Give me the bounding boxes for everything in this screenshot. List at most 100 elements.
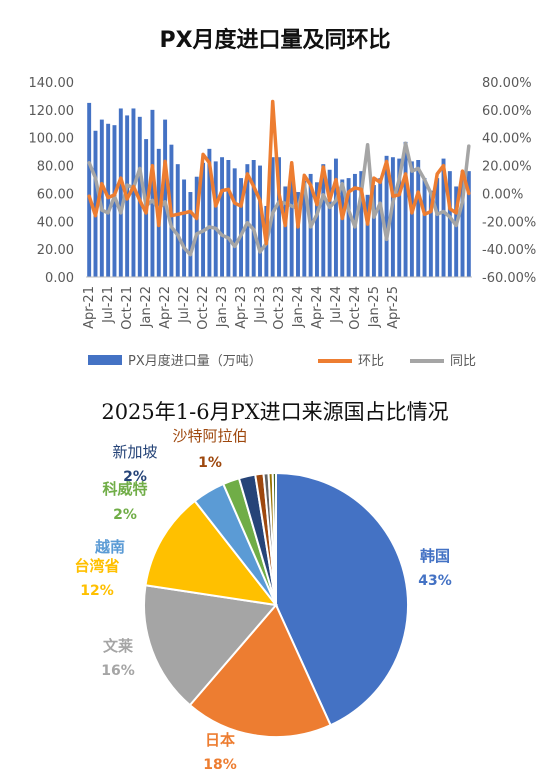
bar <box>435 178 440 277</box>
bar <box>99 119 104 277</box>
bar <box>454 186 459 277</box>
bar <box>188 192 193 277</box>
x-tick-label: Apr-24 <box>310 286 325 329</box>
bar <box>283 186 288 277</box>
pie-label: 日本 <box>205 731 235 749</box>
bar <box>182 179 187 277</box>
x-tick-label: Jul-23 <box>253 286 268 324</box>
pie-label: 沙特阿拉伯 <box>172 427 247 445</box>
pie-label: 韩国 <box>420 547 450 565</box>
bar <box>251 160 256 277</box>
x-tick-label: Jan-22 <box>139 286 154 328</box>
legend-label-bars: PX月度进口量（万吨） <box>128 353 262 369</box>
bar <box>416 160 421 277</box>
pie-slice <box>144 499 279 607</box>
bar <box>175 164 180 277</box>
x-tick-label: Jul-21 <box>101 286 116 324</box>
y-left-tick-label: 140.00 <box>29 76 75 91</box>
x-tick-label: Jul-22 <box>177 286 192 324</box>
x-tick-label: Apr-23 <box>234 286 249 329</box>
bar <box>220 157 225 277</box>
x-tick-label: Apr-22 <box>158 286 173 329</box>
bar <box>422 178 427 277</box>
bar <box>131 108 136 277</box>
y-left-tick-label: 120.00 <box>29 104 75 119</box>
bar <box>93 130 98 277</box>
y-left-tick-label: 20.00 <box>37 243 74 258</box>
pie-percent: 2% <box>113 507 137 523</box>
bar <box>346 178 351 277</box>
bar <box>201 162 206 277</box>
bar <box>207 148 212 277</box>
pie-label: 科威特 <box>102 480 147 498</box>
bar <box>296 192 300 277</box>
bar <box>441 158 446 277</box>
bar <box>239 178 243 277</box>
y-right-tick-label: -40.00% <box>482 243 536 258</box>
bar <box>277 157 281 277</box>
pie-label: 台湾省 <box>74 557 119 575</box>
y-right-tick-label: -60.00% <box>482 271 536 286</box>
pie-slice <box>188 603 332 739</box>
y-left-tick-label: 0.00 <box>45 271 74 286</box>
x-tick-label: Oct-23 <box>272 286 287 330</box>
pie-percent: 43% <box>418 573 452 589</box>
x-tick-label: Jul-24 <box>329 286 344 324</box>
legend-label-yoy: 同比 <box>450 354 476 369</box>
y-right-tick-label: 80.00% <box>482 76 532 91</box>
pie-percent: 12% <box>80 583 114 599</box>
y-right-tick-label: 40.00% <box>482 132 532 147</box>
bar <box>327 169 332 277</box>
y-left-tick-label: 80.00 <box>37 160 74 175</box>
bar <box>232 168 237 277</box>
pie-label: 越南 <box>94 538 125 556</box>
pie-percent: 2% <box>123 469 147 485</box>
pie-slice <box>275 471 410 727</box>
bar <box>150 109 155 277</box>
x-tick-label: Apr-21 <box>82 286 97 329</box>
bar <box>397 158 402 277</box>
bar <box>340 179 345 277</box>
pie-label: 文莱 <box>103 637 133 655</box>
pie-slice <box>143 584 278 707</box>
x-tick-label: Jan-24 <box>291 286 306 328</box>
bar <box>321 164 326 277</box>
bar <box>384 155 389 277</box>
bar <box>390 157 395 277</box>
y-right-tick-label: 60.00% <box>482 104 532 119</box>
pie-slice <box>271 471 277 606</box>
legend-swatch-bars <box>88 355 122 365</box>
x-tick-label: Oct-24 <box>348 286 363 330</box>
bar <box>118 108 123 277</box>
bar <box>447 171 452 277</box>
bar <box>302 180 307 277</box>
bar <box>213 161 218 277</box>
bar <box>403 141 408 277</box>
x-tick-label: Oct-22 <box>196 286 211 330</box>
y-right-tick-label: -20.00% <box>482 215 536 230</box>
pie-percent: 16% <box>101 663 135 679</box>
bar <box>245 164 250 277</box>
chart-title: PX月度进口量及同环比 <box>159 28 391 53</box>
mom-line <box>87 99 471 246</box>
bar <box>428 190 433 277</box>
bar <box>289 165 294 277</box>
legend-label-mom: 环比 <box>358 354 384 369</box>
bar <box>409 161 414 277</box>
bar <box>378 178 383 277</box>
pie-label: 新加坡 <box>112 443 157 461</box>
bar <box>466 171 471 277</box>
y-right-tick-label: 0.00% <box>482 187 523 202</box>
bar <box>365 194 370 277</box>
bar <box>359 171 364 277</box>
y-left-tick-label: 40.00 <box>37 215 74 230</box>
pie-title: 2025年1-6月PX进口来源国占比情况 <box>101 400 449 424</box>
bar <box>315 182 319 277</box>
bar <box>460 171 465 277</box>
bar <box>163 119 168 277</box>
bar <box>333 158 338 277</box>
x-tick-label: Jan-25 <box>367 286 382 328</box>
bar <box>258 165 262 277</box>
pie-percent: 1% <box>198 455 222 471</box>
bar <box>226 160 231 277</box>
